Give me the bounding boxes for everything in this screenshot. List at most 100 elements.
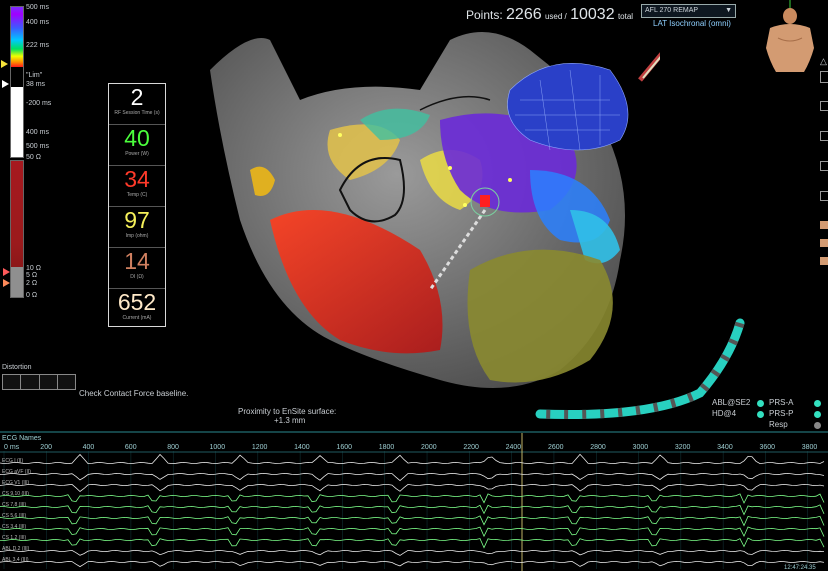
hand-icon[interactable] [820,257,828,265]
map-selector-dropdown[interactable]: AFL 270 REMAP ▼ [641,4,736,18]
toolbar-box-icon[interactable] [820,71,828,83]
points-used-value: 2266 [506,6,542,23]
ecg-trace [0,537,825,549]
triangle-icon[interactable]: △ [820,56,827,66]
points-total-value: 10032 [570,6,615,23]
map-subtitle: LAT Isochronal (omni) [653,19,731,28]
ecg-channel-label: ECG aVF (II) [2,469,31,475]
legend-label: ABL@SE2 [712,398,751,407]
hand-icon[interactable] [820,221,828,229]
proximity-line2: +1.3 mm [274,416,306,425]
contact-force-message: Check Contact Force baseline. [79,389,189,398]
ecg-axis-tick: 400 [83,444,95,451]
ecg-channel-label: CS 5,6 (III) [2,513,27,519]
ecg-channel-label: ABL D,2 (III) [2,546,30,552]
ecg-axis-tick: 0 ms [4,444,20,451]
right-toolbar[interactable]: △ [820,56,828,316]
toolbar-slider-icon[interactable] [820,131,828,141]
rf-power-value: 40 [124,125,150,151]
rf-impedance-drop-value: 14 [124,248,150,274]
rf-temp: 34 Temp (C) [109,166,165,207]
rf-impedance-drop-label: DI (Ω) [130,274,144,280]
chevron-down-icon: ▼ [725,7,732,14]
impedance-marker-icon[interactable] [2,266,12,292]
rf-current-value: 652 [117,289,157,315]
legend-label: PRS-A [769,398,794,407]
scale-marker-icon[interactable] [0,58,12,98]
ecg-axis-tick: 1600 [336,444,352,451]
map-selector-value: AFL 270 REMAP [645,7,699,14]
ecg-channel-label: CS 9,10 (III) [2,491,29,497]
ecg-axis-tick: 600 [125,444,137,451]
ecg-axis-tick: 2200 [463,444,479,451]
lat-white-region [11,87,23,157]
legend-dot-icon [814,400,821,407]
lat-color-scale[interactable] [10,6,24,158]
legend-dot-icon [757,411,764,418]
rf-current: 652 Current (mA) [109,289,165,329]
impedance-bar [10,160,24,298]
ecg-axis-tick: 200 [40,444,52,451]
imp-tick: 5 Ω [26,272,38,279]
legend-dot-icon [757,400,764,407]
ecg-trace [0,504,825,516]
toolbar-slider-icon[interactable] [820,101,828,111]
ecg-axis-tick: 3000 [633,444,649,451]
ecg-channel-label: ECG V1 (III) [2,480,30,486]
ecg-axis-tick: 1000 [210,444,226,451]
lat-tick: 38 ms [26,81,46,88]
impedance-top-label: 50 Ω [26,154,41,161]
toolbar-slider-icon[interactable] [820,161,828,171]
rf-impedance-drop: 14 DI (Ω) [109,248,165,289]
ecg-channel-label: CS 3,4 (III) [2,524,27,530]
torso-orientation-icon[interactable] [760,0,818,76]
ecg-axis-tick: 2800 [590,444,606,451]
ecg-timestamp: 12:47:24.35 [784,565,816,571]
ecg-trace [0,453,825,465]
proximity-line1: Proximity to EnSite surface: [238,407,337,416]
toolbar-slider-icon[interactable] [820,191,828,201]
imp-tick: 10 Ω [26,265,41,272]
legend-label: PRS-P [769,409,794,418]
cs-catheter [535,318,745,420]
points-readout: Points: 2266 used / 10032 total [466,6,633,24]
points-total-suffix: total [617,12,634,21]
anatomy-3d-map[interactable] [190,20,660,440]
activation-late-region [270,210,443,354]
ecg-trace [0,526,825,538]
lat-tick: 500 ms [26,143,49,150]
rf-parameter-panel: 2 RF Session Time (s) 40 Power (W) 34 Te… [108,83,166,327]
catheter-legend: ABL@SE2 HD@4 PRS-A PRS-P Resp [712,398,828,432]
hand-icon[interactable] [820,239,828,247]
ecg-panel[interactable]: ECG Names 0 ms 200 400 600 800 1000 1200 1400 160… [0,431,828,571]
rf-impedance-value: 97 [124,207,150,233]
scar-region [467,249,613,383]
ecg-axis-tick: 800 [167,444,179,451]
lat-tick: 222 ms [26,42,49,49]
distortion-label: Distortion [2,364,32,371]
rf-session-time: 2 RF Session Time (s) [109,84,165,125]
ecg-channel-label: CS 1,2 (III) [2,535,27,541]
legend-label: HD@4 [712,409,737,418]
legend-label: Resp [769,420,788,429]
ecg-axis-tick: 1200 [252,444,268,451]
lat-tick: "Lim" [26,72,43,79]
ecg-axis-tick: 3600 [759,444,775,451]
ecg-channel-label: CS 7,8 (III) [2,502,27,508]
ecg-trace [0,483,825,493]
ecg-trace [0,515,825,527]
hd-grid-mesh [507,63,629,151]
imp-tick: 0 Ω [26,292,38,299]
ecg-axis-tick: 3200 [675,444,691,451]
ecg-traces: ECG Names 0 ms 200 400 600 800 1000 1200 1400 160… [0,431,828,571]
ecg-axis-tick: 2600 [548,444,564,451]
ablation-tip [480,195,490,207]
rf-impedance-label: Imp (ohm) [125,233,149,239]
ecg-axis-tick: 1800 [379,444,395,451]
ecg-axis-tick: 2400 [506,444,522,451]
lat-gradient [11,7,23,67]
ecg-top-label: ECG Names [2,435,42,442]
rf-impedance: 97 Imp (ohm) [109,207,165,248]
lat-tick: 500 ms [26,4,49,11]
